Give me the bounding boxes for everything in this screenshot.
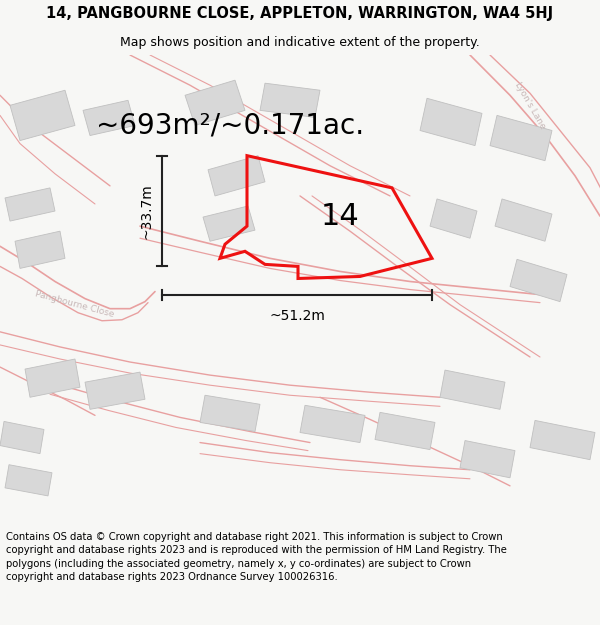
Text: Map shows position and indicative extent of the property.: Map shows position and indicative extent… <box>120 36 480 49</box>
Polygon shape <box>15 231 65 268</box>
Polygon shape <box>83 100 135 136</box>
Polygon shape <box>510 259 567 302</box>
Polygon shape <box>208 156 265 196</box>
Text: 14, PANGBOURNE CLOSE, APPLETON, WARRINGTON, WA4 5HJ: 14, PANGBOURNE CLOSE, APPLETON, WARRINGT… <box>46 6 554 21</box>
Polygon shape <box>25 359 80 398</box>
Polygon shape <box>5 188 55 221</box>
Polygon shape <box>85 372 145 409</box>
Polygon shape <box>490 116 552 161</box>
Polygon shape <box>260 83 320 118</box>
Polygon shape <box>430 199 477 238</box>
Text: ~693m²/~0.171ac.: ~693m²/~0.171ac. <box>96 111 364 139</box>
Polygon shape <box>185 80 245 126</box>
Polygon shape <box>460 441 515 478</box>
Polygon shape <box>5 465 52 496</box>
Polygon shape <box>200 395 260 431</box>
Polygon shape <box>375 412 435 449</box>
Text: 14: 14 <box>320 202 359 231</box>
Text: Contains OS data © Crown copyright and database right 2021. This information is : Contains OS data © Crown copyright and d… <box>6 532 507 582</box>
Text: ~51.2m: ~51.2m <box>269 309 325 322</box>
Polygon shape <box>420 98 482 146</box>
Text: ~33.7m: ~33.7m <box>140 183 154 239</box>
Polygon shape <box>530 421 595 459</box>
Polygon shape <box>440 370 505 409</box>
Polygon shape <box>0 421 44 454</box>
Polygon shape <box>10 90 75 141</box>
Polygon shape <box>300 406 365 442</box>
Text: Pangbourne Close: Pangbourne Close <box>34 290 116 319</box>
Text: Lyon's Lane: Lyon's Lane <box>513 80 547 131</box>
Polygon shape <box>495 199 552 241</box>
Polygon shape <box>203 206 255 241</box>
